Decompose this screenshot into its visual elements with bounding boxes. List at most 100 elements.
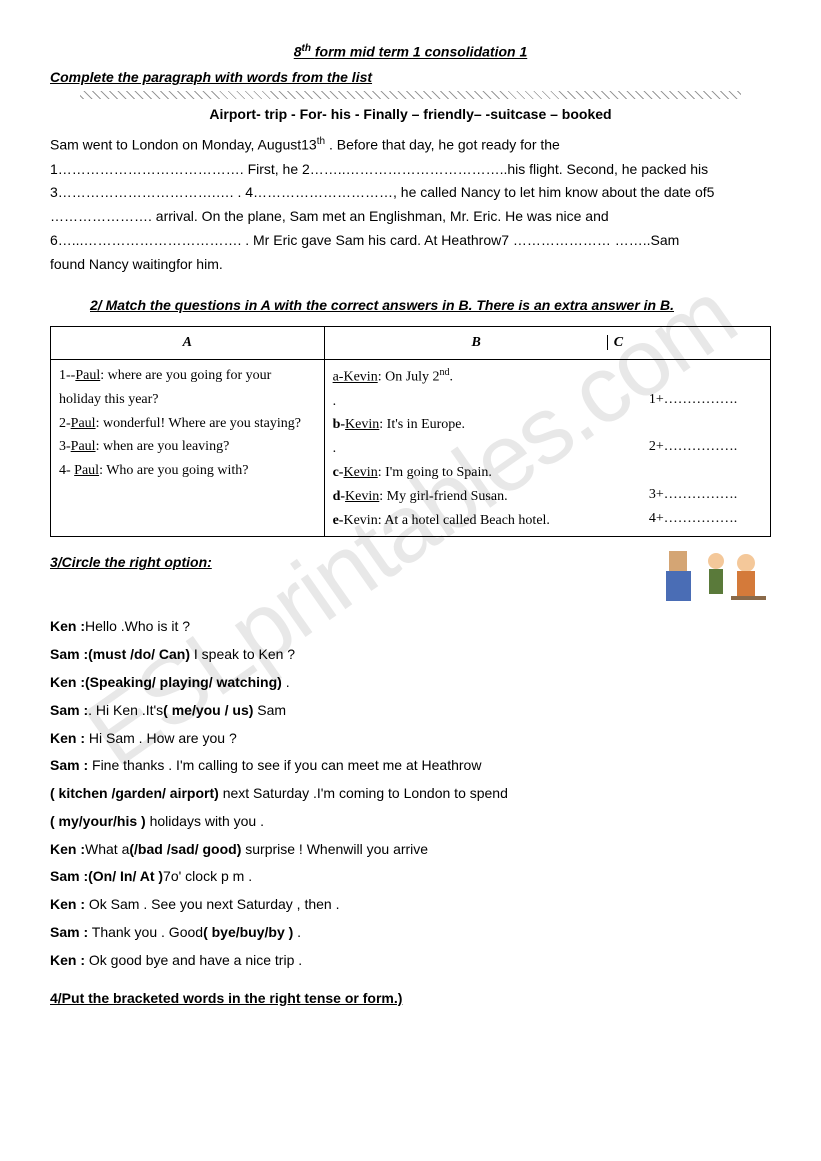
dialog-line: Ken : Ok Sam . See you next Saturday , t…	[50, 893, 771, 917]
bb-pref: b-	[333, 417, 345, 432]
d9b: What a	[85, 841, 129, 857]
match-table: A B C 1--Paul: where are you going for y…	[50, 326, 771, 537]
be-name: Kevin	[343, 513, 377, 528]
col-a-cell: 1--Paul: where are you going for your ho…	[51, 360, 325, 537]
head-c-text: C	[607, 335, 623, 350]
bd-text: : My girl-friend Susan.	[379, 489, 507, 504]
dialog-line: Ken :Hello .Who is it ?	[50, 615, 771, 639]
ba-pref: a-	[333, 370, 344, 385]
ba-end: .	[450, 370, 454, 385]
c1: 1+…………….	[649, 392, 737, 407]
ba-name: Kevin	[343, 370, 377, 385]
table-header-row: A B C	[51, 327, 771, 360]
dialog-line: Ken :What a(/bad /sad/ good) surprise ! …	[50, 838, 771, 862]
d12c: ( bye/buy/by )	[203, 924, 293, 940]
a1-name: Paul	[75, 368, 100, 383]
d1b: Hello .Who is it ?	[85, 618, 190, 634]
d3b: .	[282, 674, 290, 690]
dialog-line: Sam : Fine thanks . I'm calling to see i…	[50, 754, 771, 778]
para-l6: found Nancy waitingfor him.	[50, 256, 223, 272]
title-sup: th	[302, 43, 311, 54]
d3a: Ken :(Speaking/ playing/ watching)	[50, 674, 282, 690]
a3-name: Paul	[71, 439, 96, 454]
ex1-instruction: Complete the paragraph with words from t…	[50, 66, 771, 90]
d9d: surprise ! Whenwill you arrive	[241, 841, 428, 857]
dialog-line: ( kitchen /garden/ airport) next Saturda…	[50, 782, 771, 806]
table-row: 1--Paul: where are you going for your ho…	[51, 360, 771, 537]
c2: 2+…………….	[649, 439, 737, 454]
fill-paragraph: Sam went to London on Monday, August13th…	[50, 133, 771, 276]
dialog-line: Sam :(On/ In/ At )7o' clock p m .	[50, 865, 771, 889]
be-text: : At a hotel called Beach hotel.	[378, 513, 550, 528]
title-pre: 8	[294, 44, 302, 60]
d13a: Ken :	[50, 952, 85, 968]
d5a: Ken :	[50, 730, 85, 746]
d4c: ( me/you / us)	[163, 702, 253, 718]
d12a: Sam :	[50, 924, 88, 940]
col-a-head: A	[51, 327, 325, 360]
bc-name: Kevin	[343, 465, 377, 480]
para-l1b: . Before that day, he got ready for the	[325, 137, 560, 153]
d4a: Sam :	[50, 702, 88, 718]
d7a: ( kitchen /garden/ airport)	[50, 785, 219, 801]
page-title: 8th form mid term 1 consolidation 1	[50, 40, 771, 64]
ba-text: : On July 2	[378, 370, 440, 385]
d6b: Fine thanks . I'm calling to see if you …	[88, 757, 481, 773]
d2a: Sam :(must /do/ Can)	[50, 646, 190, 662]
para-l1a: Sam went to London on Monday, August13	[50, 137, 317, 153]
be-pref: e-	[333, 513, 344, 528]
d10a: Sam :(On/ In/ At )	[50, 868, 163, 884]
c4: 4+…………….	[649, 511, 737, 526]
para-l1sup: th	[317, 136, 325, 147]
d8b: holidays with you .	[146, 813, 264, 829]
para-l3: 3…………………………….…. . 4…………………………, he called…	[50, 184, 714, 200]
dialog-line: Sam :(must /do/ Can) I speak to Ken ?	[50, 643, 771, 667]
para-l5: 6…...……………………………. . Mr Eric gave Sam his…	[50, 232, 679, 248]
d1a: Ken :	[50, 618, 85, 634]
d12b: Thank you . Good	[88, 924, 203, 940]
ex2-heading: 2/ Match the questions in A with the cor…	[90, 294, 771, 318]
d4d: Sam	[253, 702, 286, 718]
dialog-line: ( my/your/his ) holidays with you .	[50, 810, 771, 834]
dialog-line: Ken : Ok good bye and have a nice trip .	[50, 949, 771, 973]
bd-name: Kevin	[345, 489, 379, 504]
dialog-line: Ken :(Speaking/ playing/ watching) .	[50, 671, 771, 695]
bd-pref: d-	[333, 489, 345, 504]
a3-text: : when are you leaving?	[96, 439, 230, 454]
dialog-line: Sam : Thank you . Good( bye/buy/by ) .	[50, 921, 771, 945]
d8a: ( my/your/his )	[50, 813, 146, 829]
dialog-line: Sam :. Hi Ken .It's( me/you / us) Sam	[50, 699, 771, 723]
bc-text: : I'm going to Spain.	[378, 465, 492, 480]
d13b: Ok good bye and have a nice trip .	[85, 952, 302, 968]
d7b: next Saturday .I'm coming to London to s…	[219, 785, 508, 801]
a4-text: : Who are you going with?	[99, 463, 248, 478]
c3: 3+…………….	[649, 487, 737, 502]
d5b: Hi Sam . How are you ?	[85, 730, 237, 746]
ex3-heading: 3/Circle the right option:	[50, 551, 771, 575]
col-b-cell: a-Kevin: On July 2nd. . b-Kevin: It's in…	[324, 360, 641, 537]
d12d: .	[293, 924, 301, 940]
col-b-head: B C	[324, 327, 770, 360]
d11b: Ok Sam . See you next Saturday , then .	[85, 896, 339, 912]
d2b: I speak to Ken ?	[190, 646, 295, 662]
d10b: 7o' clock p m .	[163, 868, 252, 884]
people-illustration-icon	[661, 541, 771, 611]
head-b-text: B	[471, 335, 480, 350]
ex4-heading: 4/Put the bracketed words in the right t…	[50, 987, 771, 1011]
decorative-squiggle	[80, 91, 741, 99]
ex3-heading-text: 3/Circle the right option:	[50, 554, 212, 570]
worksheet-content: 8th form mid term 1 consolidation 1 Comp…	[50, 40, 771, 1010]
bc-pref: c-	[333, 465, 344, 480]
bb-name: Kevin	[345, 417, 379, 432]
a4-name: Paul	[74, 463, 99, 478]
a2-name: Paul	[71, 416, 96, 431]
col-c-cell: 1+……………. 2+……………. 3+……………. 4+…………….	[641, 360, 771, 537]
para-l2: 1…………………………………. First, he 2……..…………………………	[50, 161, 708, 177]
ba-sup: nd	[440, 367, 450, 378]
bb-text: : It's in Europe.	[379, 417, 465, 432]
d4b: . Hi Ken .It's	[88, 702, 163, 718]
para-l4: …………………. arrival. On the plane, Sam met …	[50, 208, 609, 224]
a2-text: : wonderful! Where are you staying?	[96, 416, 301, 431]
dialog-line: Ken : Hi Sam . How are you ?	[50, 727, 771, 751]
d6a: Sam :	[50, 757, 88, 773]
